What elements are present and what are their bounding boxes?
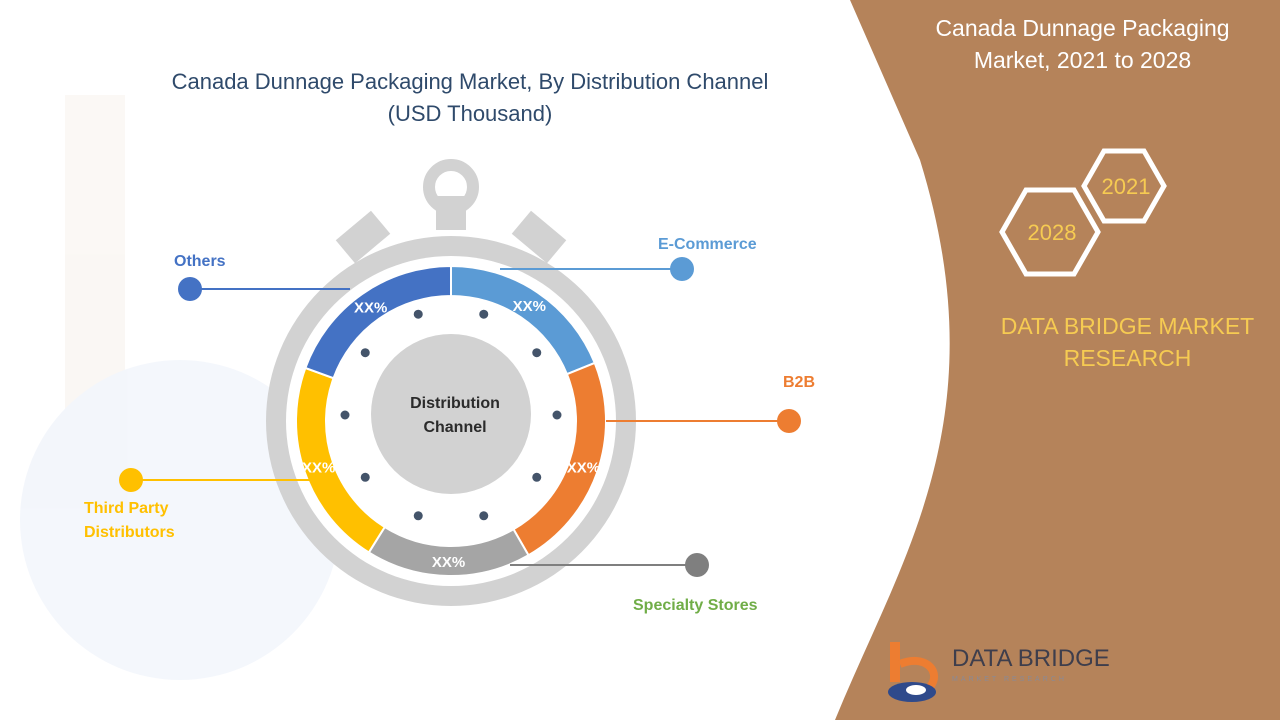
percent-label-e-commerce: XX%: [513, 298, 546, 315]
center-label-line2: Channel: [423, 419, 486, 436]
leader-dot-third-party-distributors: [119, 468, 143, 492]
leader-dot-b2b: [777, 409, 801, 433]
donut-segments: [295, 264, 607, 577]
face-dot: [360, 472, 370, 482]
chart-title: Canada Dunnage Packaging Market, By Dist…: [120, 66, 820, 130]
chart-title-line1: Canada Dunnage Packaging Market, By Dist…: [171, 69, 769, 94]
label-e-commerce: E-Commerce: [658, 236, 757, 253]
leader-lines: [119, 257, 801, 577]
label-b2b: B2B: [783, 374, 816, 391]
face-dot: [479, 511, 489, 521]
label-third-party-distributors: Third Party Distributors: [84, 500, 175, 541]
percent-label-specialty-stores: XX%: [432, 554, 465, 571]
brand-line1: DATA BRIDGE MARKET: [1000, 313, 1255, 339]
label-others: Others: [174, 253, 226, 270]
leader-dot-others: [178, 277, 202, 301]
year-2021: 2021: [1102, 174, 1151, 199]
chart-title-line2: (USD Thousand): [387, 101, 553, 126]
face-dot: [532, 348, 542, 358]
center-circle: [371, 334, 531, 494]
logo-tagline: MARKET RESEARCH: [952, 676, 1067, 683]
side-title-line1: Canada Dunnage Packaging: [935, 15, 1230, 41]
brand-text: DATA BRIDGE MARKET RESEARCH: [985, 310, 1270, 374]
stopwatch-right-button: [511, 210, 567, 264]
year-2028: 2028: [1028, 220, 1077, 245]
face-dot: [340, 410, 350, 420]
brand-line2: RESEARCH: [1063, 345, 1192, 371]
face-dot: [479, 309, 489, 319]
face-dot: [413, 309, 423, 319]
side-title: Canada Dunnage Packaging Market, 2021 to…: [925, 12, 1240, 76]
leader-dot-e-commerce: [670, 257, 694, 281]
logo-icon: [888, 642, 938, 702]
hexagon-2028: [999, 187, 1101, 277]
watermark: [20, 95, 340, 680]
percent-label-others: XX%: [354, 299, 387, 316]
leader-dot-specialty-stores: [685, 553, 709, 577]
side-panel: [835, 0, 1280, 720]
face-dot: [552, 410, 562, 420]
face-dot: [413, 511, 423, 521]
percent-label-third-party-distributors: XX%: [302, 460, 335, 477]
hexagon-2021: [1081, 148, 1167, 224]
side-title-line2: Market, 2021 to 2028: [973, 47, 1192, 73]
stopwatch-stem: [436, 196, 466, 230]
segment-others: [304, 264, 452, 380]
stopwatch-left-button: [335, 210, 391, 264]
label-specialty-stores: Specialty Stores: [633, 597, 758, 614]
logo-text: DATA BRIDGE: [952, 645, 1110, 672]
face-dot: [532, 472, 542, 482]
face-dots: [340, 309, 562, 521]
face-dot: [360, 348, 370, 358]
percent-labels: XX% XX% XX% XX% XX%: [302, 298, 600, 571]
percent-label-b2b: XX%: [567, 460, 600, 477]
center-label-line1: Distribution: [410, 395, 500, 412]
